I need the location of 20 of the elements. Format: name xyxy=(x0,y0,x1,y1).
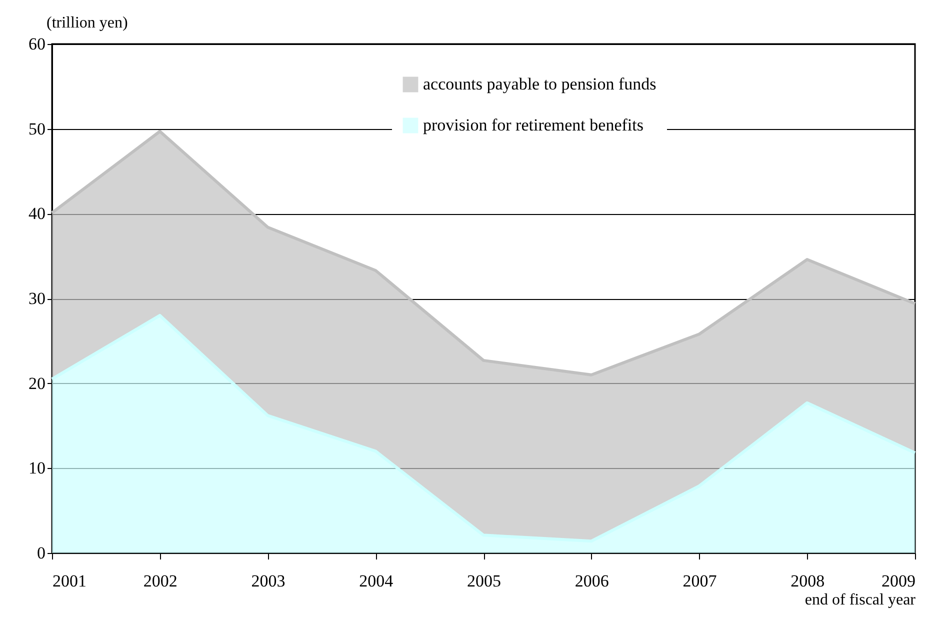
y-tick-label: 30 xyxy=(28,289,46,308)
legend-label: accounts payable to pension funds xyxy=(423,74,656,94)
x-tick-label: 2002 xyxy=(143,572,178,590)
x-tick-label: 2007 xyxy=(682,572,718,590)
x-tick-label: 2001 xyxy=(52,572,86,590)
legend-label: provision for retirement benefits xyxy=(423,116,644,134)
y-tick-label: 0 xyxy=(37,544,46,562)
x-tick-label: 2006 xyxy=(574,572,609,590)
x-tick-label: 2005 xyxy=(467,572,501,590)
x-tick-label: 2008 xyxy=(790,572,825,590)
y-tick-label: 10 xyxy=(28,458,46,478)
y-axis-title: (trillion yen) xyxy=(46,14,128,32)
x-axis-title: end of fiscal year xyxy=(804,592,916,608)
y-tick-label: 50 xyxy=(28,119,46,138)
y-tick-label: 60 xyxy=(28,34,46,54)
x-tick-label: 2009 xyxy=(882,572,916,590)
y-tick-label: 20 xyxy=(28,374,46,393)
x-tick-label: 2004 xyxy=(359,572,394,590)
x-tick-label: 2003 xyxy=(251,572,286,590)
y-tick-label: 40 xyxy=(28,204,46,224)
